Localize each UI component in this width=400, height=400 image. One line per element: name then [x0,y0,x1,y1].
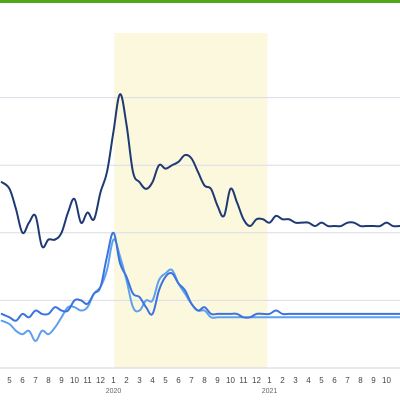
x-tick-label: 10 [226,376,235,385]
x-tick-label: 4 [150,376,155,385]
x-tick-label: 12 [252,376,261,385]
x-tick-label: 12 [96,376,105,385]
gridline-layer [0,97,400,301]
x-tick-label: 9 [59,376,64,385]
x-tick-label: 6 [332,376,337,385]
x-tick-label: 3 [137,376,142,385]
x-tick-label: 2 [280,376,285,385]
x-tick-label: 2 [124,376,129,385]
highlight-band [114,33,268,368]
x-tick-label: 11 [239,376,248,385]
x-tick-label: 6 [20,376,25,385]
x-tick-label: 7 [345,376,350,385]
x-tick-label: 10 [382,376,391,385]
x-tick-label: 9 [371,376,376,385]
x-tick-label: 3 [293,376,298,385]
x-tick-label: 1 [111,376,116,385]
x-tick-label: 7 [33,376,38,385]
x-tick-label: 6 [176,376,181,385]
x-tick-label: 5 [319,376,324,385]
x-tick-label: 8 [202,376,207,385]
series-line-dark [0,93,400,249]
series-line-light [0,238,400,342]
x-tick-label: 9 [215,376,220,385]
x-year-label: 2020 [106,388,122,395]
x-tick-label: 5 [7,376,12,385]
series-layer [0,93,400,342]
x-tick-label: 10 [70,376,79,385]
highlight-band-layer [114,33,268,368]
top-border [0,0,400,3]
x-tick-label: 5 [163,376,168,385]
x-tick-label: 11 [83,376,92,385]
x-tick-label: 1 [267,376,272,385]
x-tick-label: 7 [189,376,194,385]
x-tick-label: 4 [306,376,311,385]
x-tick-label: 8 [358,376,363,385]
x-year-label: 2021 [262,388,278,395]
x-tick-label: 8 [46,376,51,385]
x-axis: 5 6 7 8 9 10 11 12 1 2 3 4 5 6 7 8 9 10 11 12 1 2 3 4 5 6 7 8 9 10202… [0,367,400,395]
series-line-mid [0,231,400,322]
